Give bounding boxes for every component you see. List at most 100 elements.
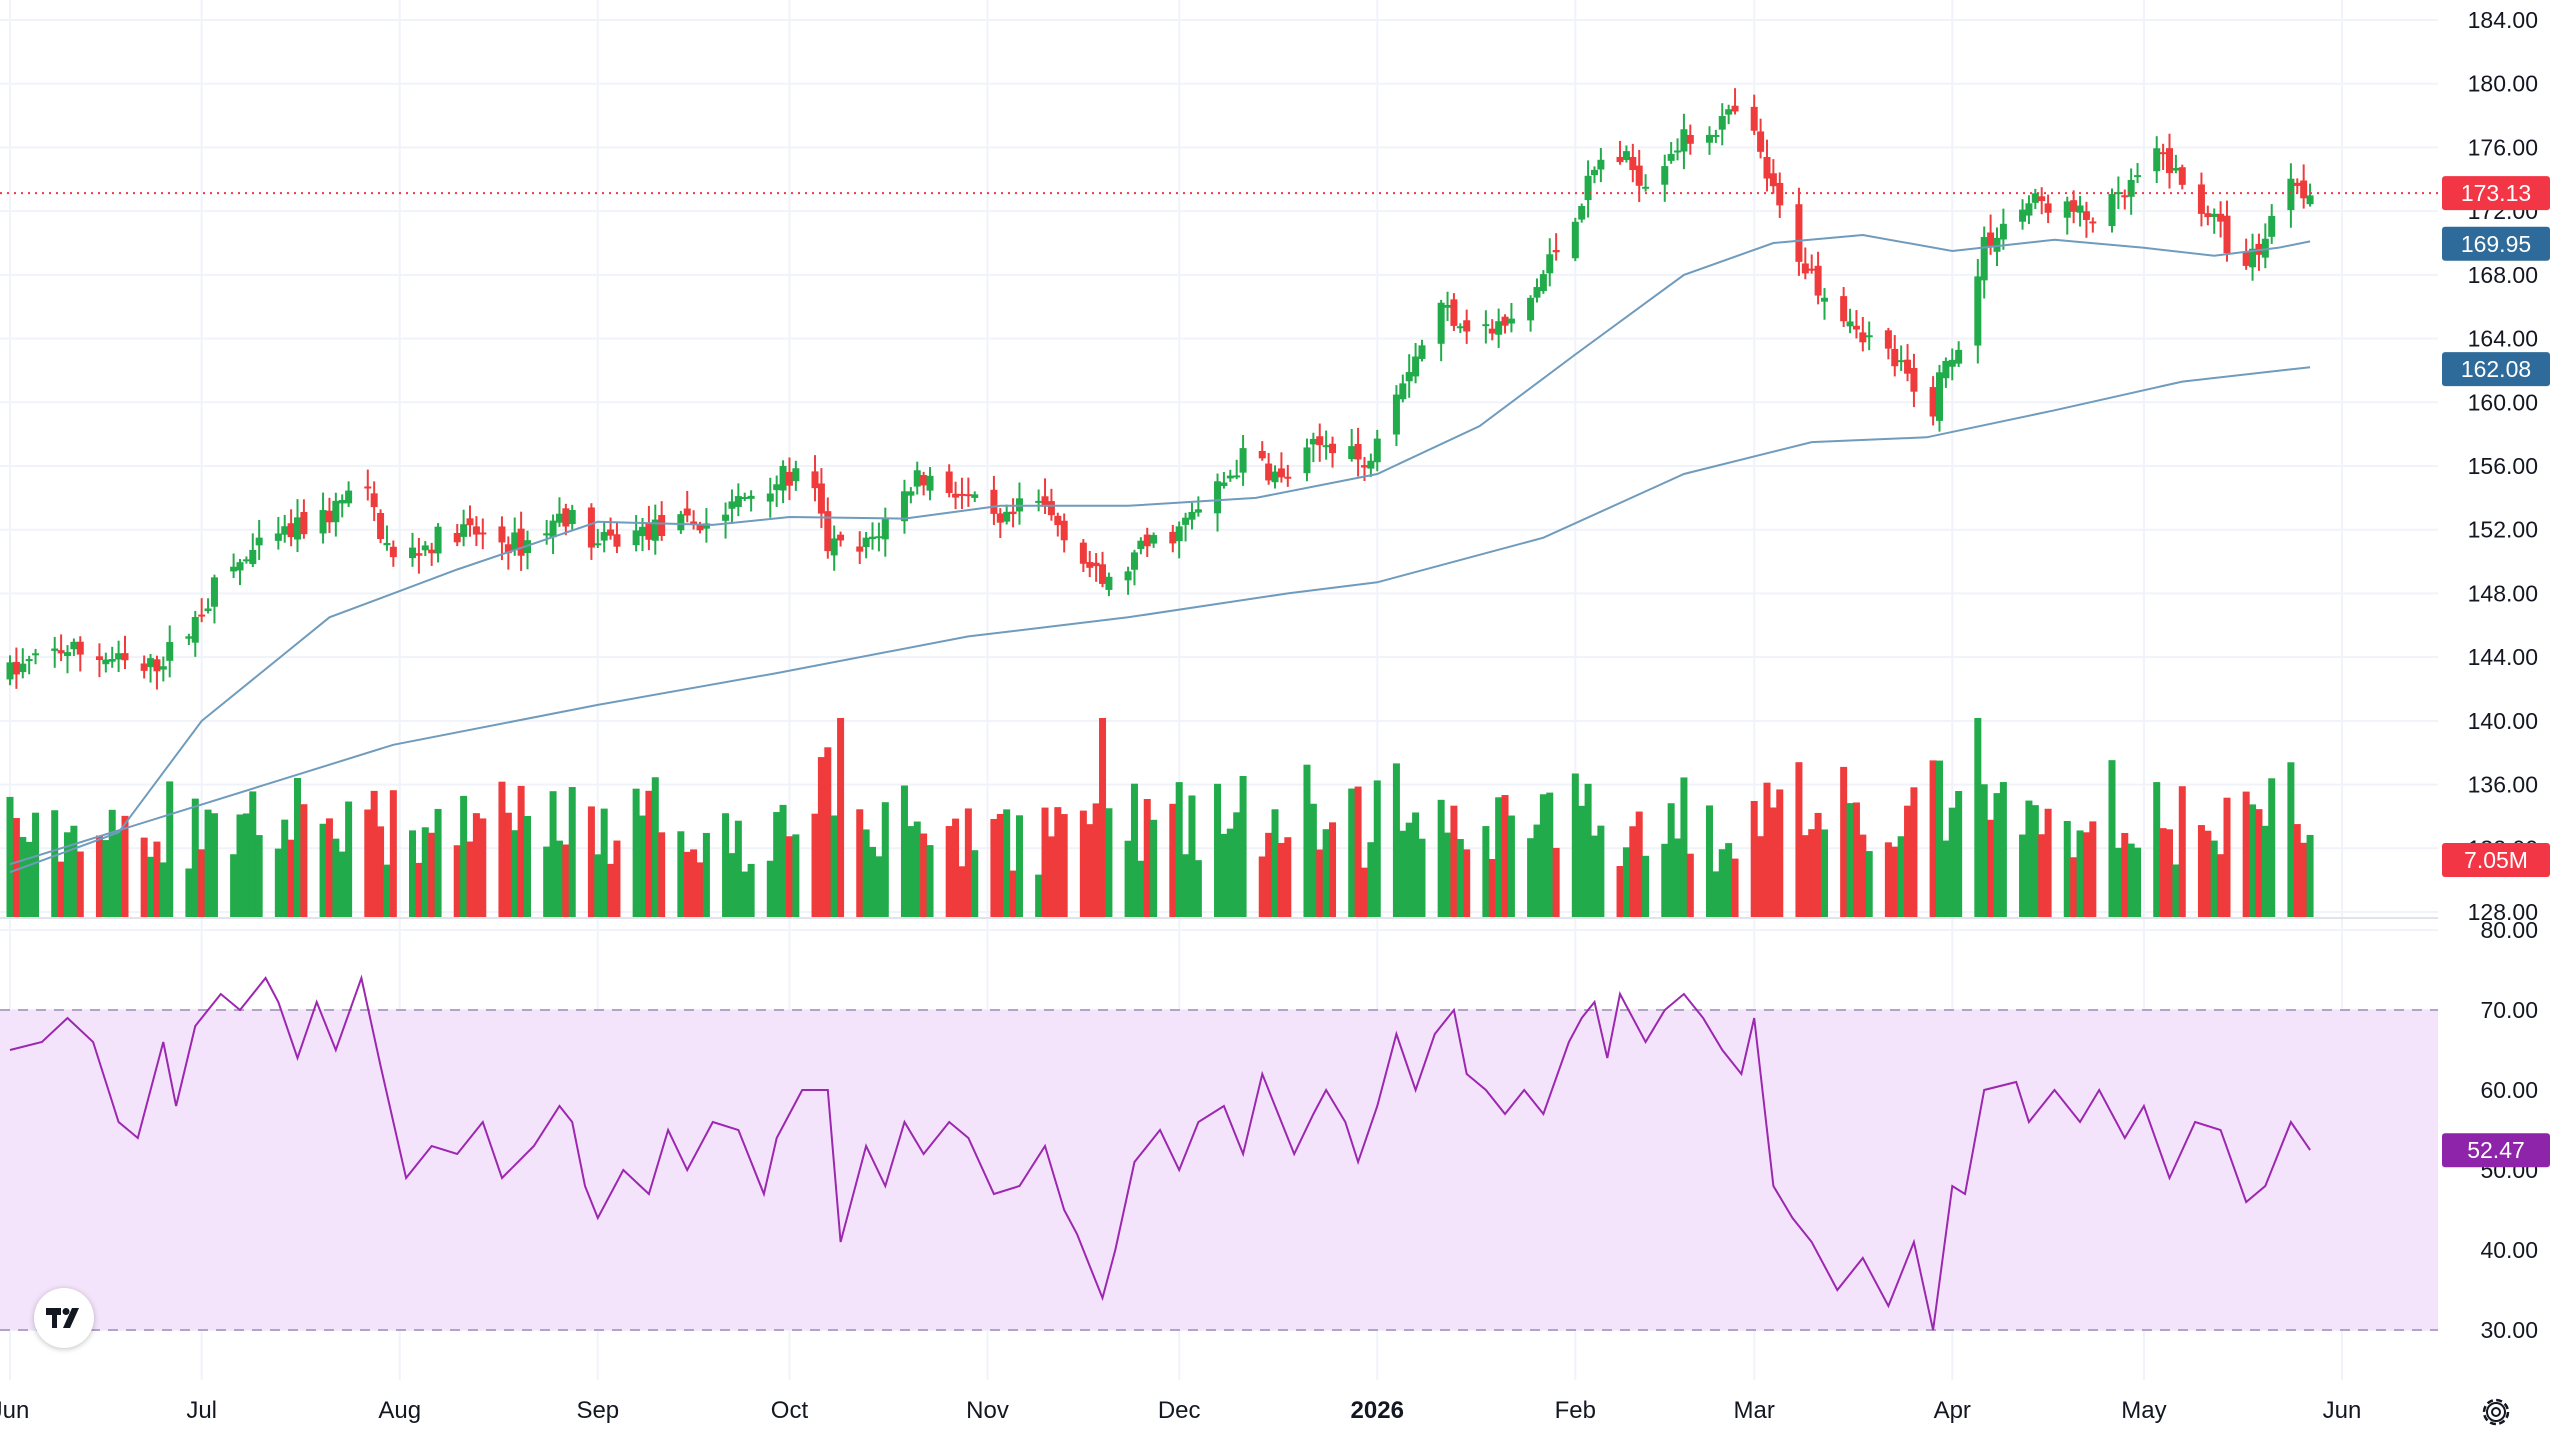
- candle-body: [159, 666, 167, 670]
- volume-bar: [1763, 782, 1771, 918]
- candle-body: [543, 533, 551, 536]
- volume-bar: [2223, 797, 2231, 918]
- candle-body: [1258, 450, 1266, 459]
- volume-bar: [658, 832, 666, 918]
- volume-bar: [907, 826, 915, 918]
- candle-body: [2165, 148, 2173, 174]
- volume-bar: [1935, 760, 1943, 918]
- candle-body: [230, 566, 238, 572]
- volume-bar: [1897, 836, 1905, 918]
- volume-bar: [1373, 780, 1381, 918]
- candle-body: [153, 659, 161, 672]
- candle-body: [472, 526, 480, 535]
- candle-body: [319, 510, 327, 534]
- candle-body: [607, 529, 615, 536]
- volume-bar: [294, 777, 302, 918]
- volume-bar: [1405, 822, 1413, 918]
- volume-bar: [913, 821, 921, 918]
- candle-body: [1712, 134, 1720, 137]
- candle-body: [1622, 151, 1630, 160]
- volume-bar: [900, 785, 908, 918]
- volume-bar: [2261, 825, 2269, 918]
- price-axis[interactable]: 184.00180.00176.00172.00168.00164.00160.…: [2468, 7, 2538, 925]
- volume-bar: [1884, 842, 1892, 918]
- candle-body: [2242, 252, 2250, 266]
- candle-body: [2204, 213, 2212, 218]
- tradingview-logo[interactable]: [34, 1288, 94, 1348]
- volume-bar: [102, 840, 110, 918]
- volume-bar: [1277, 842, 1285, 918]
- volume-bar: [389, 790, 397, 918]
- candle-body: [242, 559, 250, 562]
- time-tick-label: Dec: [1158, 1397, 1201, 1424]
- candle-body: [1578, 206, 1586, 220]
- candle-body: [2127, 179, 2135, 197]
- candle-body: [1079, 542, 1087, 564]
- volume-bar: [1999, 782, 2007, 918]
- candle-body: [1993, 237, 2001, 252]
- volume-bar: [1622, 847, 1630, 918]
- candle-body: [95, 656, 103, 660]
- candle-body: [1667, 153, 1675, 161]
- volume-bar: [1552, 847, 1560, 918]
- volume-bar: [1865, 851, 1873, 918]
- volume-bar: [1060, 814, 1068, 918]
- candle-body: [1757, 131, 1765, 152]
- candle-body: [2268, 215, 2276, 237]
- candle-body: [6, 662, 14, 680]
- candle-body: [1974, 276, 1982, 346]
- volume-bar: [300, 804, 308, 918]
- candle-body: [920, 475, 928, 486]
- candle-body: [958, 493, 966, 496]
- candle-body: [2261, 238, 2269, 258]
- volume-bar: [1584, 783, 1592, 918]
- volume-bar: [766, 860, 774, 918]
- time-tick-label: Oct: [771, 1397, 809, 1424]
- candle-body: [274, 533, 282, 541]
- volume-bar: [6, 796, 14, 918]
- volume-bar: [460, 795, 468, 918]
- volume-bar: [1507, 815, 1515, 918]
- volume-bar: [990, 818, 998, 918]
- candle-body: [1150, 535, 1158, 544]
- candle-body: [294, 517, 302, 540]
- candle-body: [1884, 330, 1892, 349]
- volume-bar: [319, 823, 327, 918]
- volume-bar: [2268, 778, 2276, 918]
- volume-bar: [1035, 874, 1043, 918]
- candles[interactable]: [6, 88, 2314, 690]
- volume-bar: [1258, 856, 1266, 918]
- volume-bar: [1003, 809, 1011, 918]
- candle-body: [773, 484, 781, 491]
- candle-body: [345, 490, 353, 504]
- candle-body: [1226, 475, 1234, 479]
- candle-body: [2114, 192, 2122, 195]
- volume-bar: [236, 814, 244, 918]
- candle-body: [1686, 134, 1694, 144]
- candle-body: [1060, 520, 1068, 541]
- volume-bar: [2300, 842, 2308, 918]
- volume-bar: [1680, 777, 1688, 918]
- time-axis[interactable]: Jun Jul Aug Sep Oct Nov Dec 2026 Feb Mar Apr May Jun: [0, 1397, 2361, 1424]
- volume-bar: [76, 851, 84, 918]
- candle-body: [1233, 475, 1241, 478]
- candle-body: [1488, 328, 1496, 334]
- volume-bar: [1182, 854, 1190, 918]
- candle-body: [856, 546, 864, 552]
- candle-body: [1418, 345, 1426, 359]
- time-tick-label: Feb: [1555, 1397, 1596, 1424]
- volume-bar: [2306, 834, 2314, 918]
- candle-body: [1661, 166, 1669, 185]
- volume-bar: [2121, 832, 2129, 918]
- settings-gear-icon[interactable]: [2476, 1392, 2516, 1432]
- candle-body: [1539, 274, 1547, 292]
- candle-body: [1373, 438, 1381, 463]
- volume-bar: [2204, 830, 2212, 918]
- candle-body: [147, 658, 155, 668]
- candle-body: [639, 526, 647, 537]
- candle-body: [952, 493, 960, 498]
- volume-bar: [1450, 805, 1458, 918]
